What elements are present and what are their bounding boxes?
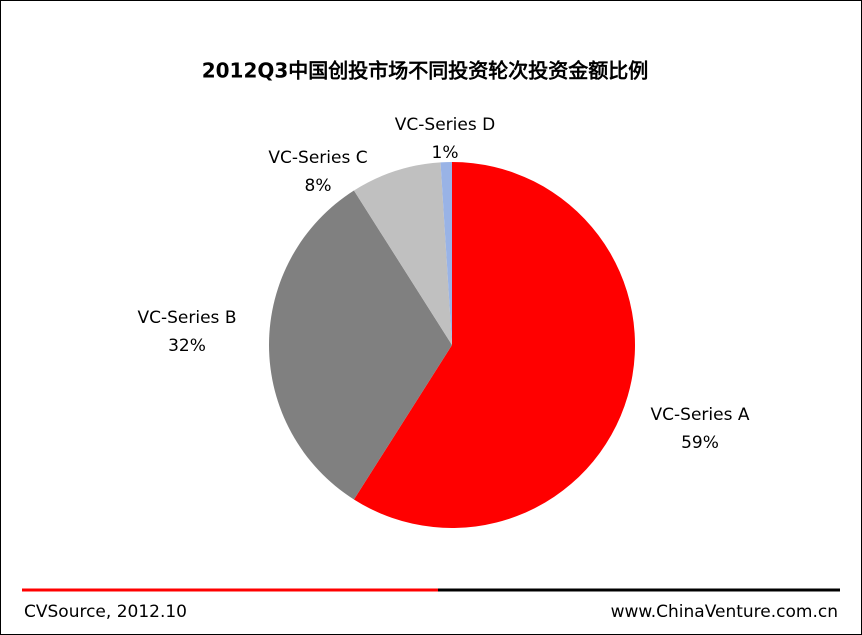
slice-label: VC-Series B bbox=[138, 308, 237, 328]
slice-label: VC-Series D bbox=[395, 115, 495, 135]
slice-value-label: 1% bbox=[432, 143, 459, 163]
website: www.ChinaVenture.com.cn bbox=[611, 602, 838, 622]
pie-slice bbox=[440, 162, 452, 345]
source: CVSource, 2012.10 bbox=[24, 602, 187, 622]
slice-value-label: 32% bbox=[168, 336, 206, 356]
pie-slice bbox=[269, 190, 452, 500]
slice-label: VC-Series A bbox=[651, 405, 750, 425]
chart-title: 2012Q3中国创投市场不同投资轮次投资金额比例 bbox=[202, 59, 649, 83]
slice-value-label: 59% bbox=[681, 433, 719, 453]
pie-slice bbox=[353, 162, 452, 345]
pie-slice bbox=[353, 162, 635, 528]
slice-value-label: 8% bbox=[305, 176, 332, 196]
slice-label: VC-Series C bbox=[268, 148, 367, 168]
